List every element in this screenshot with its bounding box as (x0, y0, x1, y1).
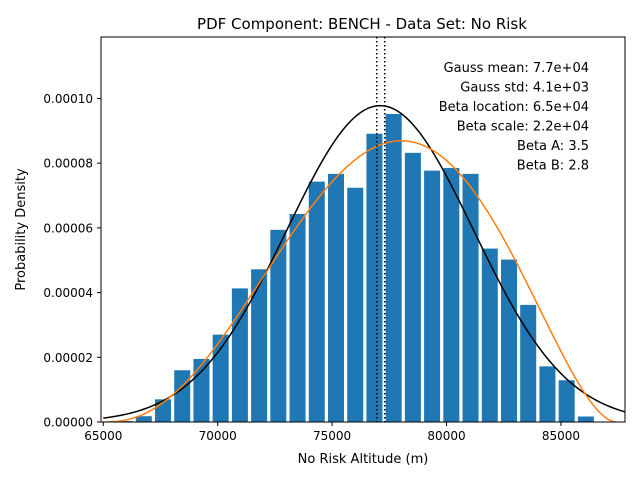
fit-parameters: Gauss mean: 7.7e+04 Gauss std: 4.1e+03 Bet… (439, 61, 589, 174)
histogram-bar-23 (539, 366, 556, 422)
gauss-fit-curve (103, 104, 625, 419)
fit-parameter-5: Beta A: 3.5 (517, 139, 589, 154)
x-axis-ticks: 65000 70000 75000 80000 85000 (84, 422, 580, 443)
y-axis-label: Probability Density (14, 168, 29, 291)
fit-parameter-3: Beta location: 6.5e+04 (439, 100, 589, 115)
histogram-bar-16 (404, 152, 421, 422)
fitted-curves (103, 104, 625, 422)
histogram-bar-6 (212, 334, 229, 422)
fit-parameter-6: Beta B: 2.8 (517, 159, 589, 174)
histogram-bars (116, 114, 594, 422)
chart-title: PDF Component: BENCH - Data Set: No Risk (197, 15, 527, 33)
histogram-bar-25 (577, 416, 594, 422)
histogram-bar-9 (270, 229, 287, 422)
histogram-bar-2 (135, 416, 152, 422)
x-tick-label: 80000 (427, 429, 465, 443)
histogram-bar-7 (231, 288, 248, 422)
y-tick-label: 0.00008 (43, 157, 93, 171)
x-tick-label: 70000 (199, 429, 237, 443)
plot-frame (100, 36, 626, 423)
x-tick-label: 75000 (313, 429, 351, 443)
histogram-bar-12 (327, 173, 345, 422)
histogram-bar-13 (347, 187, 364, 422)
histogram-bar-24 (558, 380, 575, 422)
y-tick-label: 0.00000 (43, 416, 93, 430)
histogram-bar-14 (366, 133, 383, 422)
y-axis-ticks: 0.00000 0.00002 0.00004 0.00006 0.00008 0.000… (43, 92, 101, 430)
histogram-bar-20 (481, 248, 498, 422)
histogram-bar-21 (500, 259, 517, 422)
y-tick-label: 0.00010 (43, 92, 93, 106)
histogram-bar-18 (443, 168, 460, 422)
fit-parameter-4: Beta scale: 2.2e+04 (457, 120, 589, 135)
y-tick-label: 0.00004 (43, 286, 93, 300)
x-tick-label: 65000 (84, 429, 122, 443)
histogram-bar-8 (251, 269, 268, 422)
histogram-bar-15 (385, 114, 402, 422)
fit-parameter-1: Gauss mean: 7.7e+04 (444, 61, 589, 76)
y-tick-label: 0.00002 (43, 351, 93, 365)
x-tick-label: 85000 (542, 429, 580, 443)
histogram-bar-4 (174, 370, 191, 422)
histogram-bar-19 (462, 173, 479, 422)
histogram-bar-22 (520, 304, 537, 422)
histogram-bar-10 (289, 213, 306, 422)
x-axis-label: No Risk Altitude (m) (298, 452, 429, 467)
y-tick-label: 0.00006 (43, 221, 93, 235)
histogram-bar-5 (193, 358, 210, 422)
histogram-bar-11 (308, 181, 325, 422)
fit-parameter-2: Gauss std: 4.1e+03 (460, 81, 589, 96)
histogram-bar-17 (424, 170, 441, 422)
vertical-markers (375, 37, 386, 422)
beta-fit-curve (103, 140, 616, 422)
